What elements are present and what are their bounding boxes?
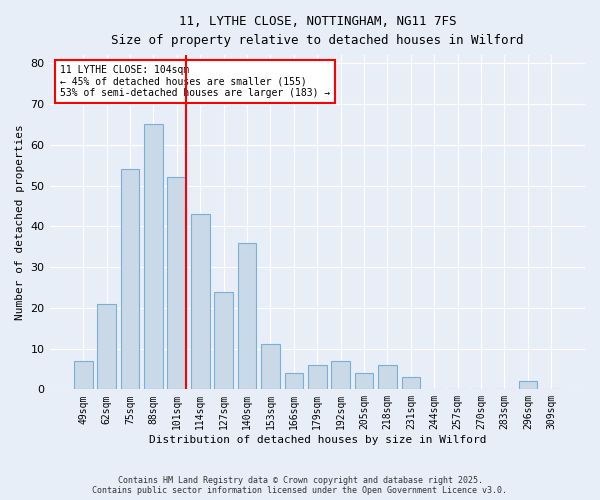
X-axis label: Distribution of detached houses by size in Wilford: Distribution of detached houses by size … xyxy=(149,435,486,445)
Y-axis label: Number of detached properties: Number of detached properties xyxy=(15,124,25,320)
Bar xyxy=(261,344,280,390)
Bar xyxy=(191,214,209,390)
Bar xyxy=(238,242,256,390)
Bar xyxy=(355,373,373,390)
Bar xyxy=(74,361,92,390)
Bar xyxy=(331,361,350,390)
Bar xyxy=(144,124,163,390)
Text: 11 LYTHE CLOSE: 104sqm
← 45% of detached houses are smaller (155)
53% of semi-de: 11 LYTHE CLOSE: 104sqm ← 45% of detached… xyxy=(60,65,331,98)
Text: Contains HM Land Registry data © Crown copyright and database right 2025.
Contai: Contains HM Land Registry data © Crown c… xyxy=(92,476,508,495)
Bar xyxy=(518,381,537,390)
Bar xyxy=(121,169,139,390)
Bar xyxy=(401,377,420,390)
Bar xyxy=(378,365,397,390)
Title: 11, LYTHE CLOSE, NOTTINGHAM, NG11 7FS
Size of property relative to detached hous: 11, LYTHE CLOSE, NOTTINGHAM, NG11 7FS Si… xyxy=(111,15,524,47)
Bar xyxy=(167,178,186,390)
Bar xyxy=(308,365,326,390)
Bar xyxy=(97,304,116,390)
Bar xyxy=(284,373,303,390)
Bar xyxy=(214,292,233,390)
